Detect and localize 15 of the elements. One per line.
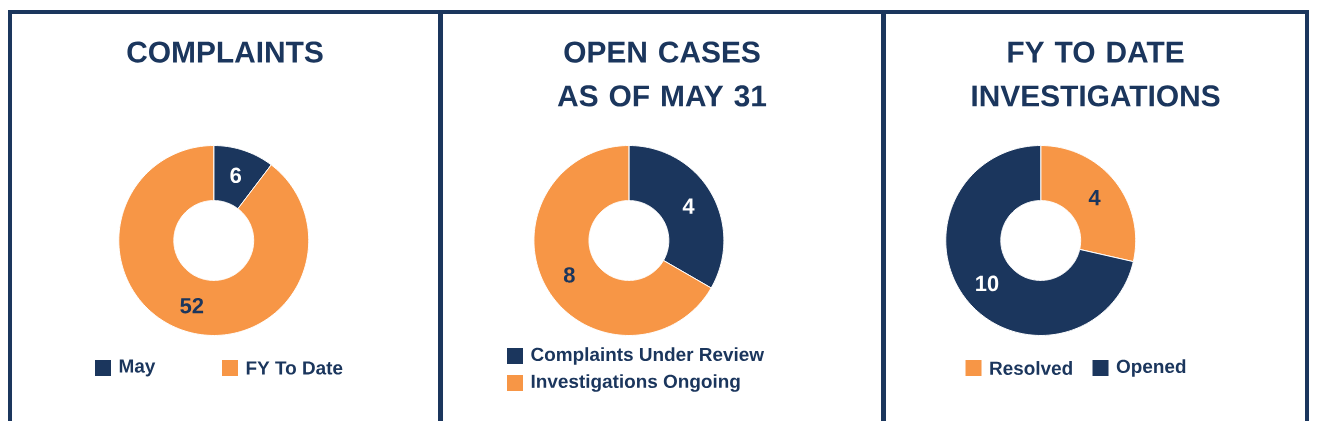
chart-title: FY TO DATE INVESTIGATIONS [972, 41, 1220, 107]
legend-label: FY To Date [246, 361, 343, 375]
data-label: 10 [976, 275, 999, 292]
legend-label: May [119, 359, 156, 377]
data-label: 4 [1088, 190, 1101, 206]
legend-label: Opened [1116, 359, 1186, 377]
data-label: 8 [563, 267, 575, 283]
data-label: 6 [230, 167, 242, 184]
legend-label: Resolved [990, 361, 1072, 375]
data-label: 4 [682, 198, 695, 214]
chart-title: COMPLAINTS [127, 41, 323, 63]
legend-label: Investigations Ongoing [531, 374, 740, 392]
data-label: 52 [180, 297, 204, 314]
chart-title: OPEN CASES AS OF MAY 31 [557, 41, 767, 107]
legend-label: Complaints Under Review [531, 347, 765, 365]
